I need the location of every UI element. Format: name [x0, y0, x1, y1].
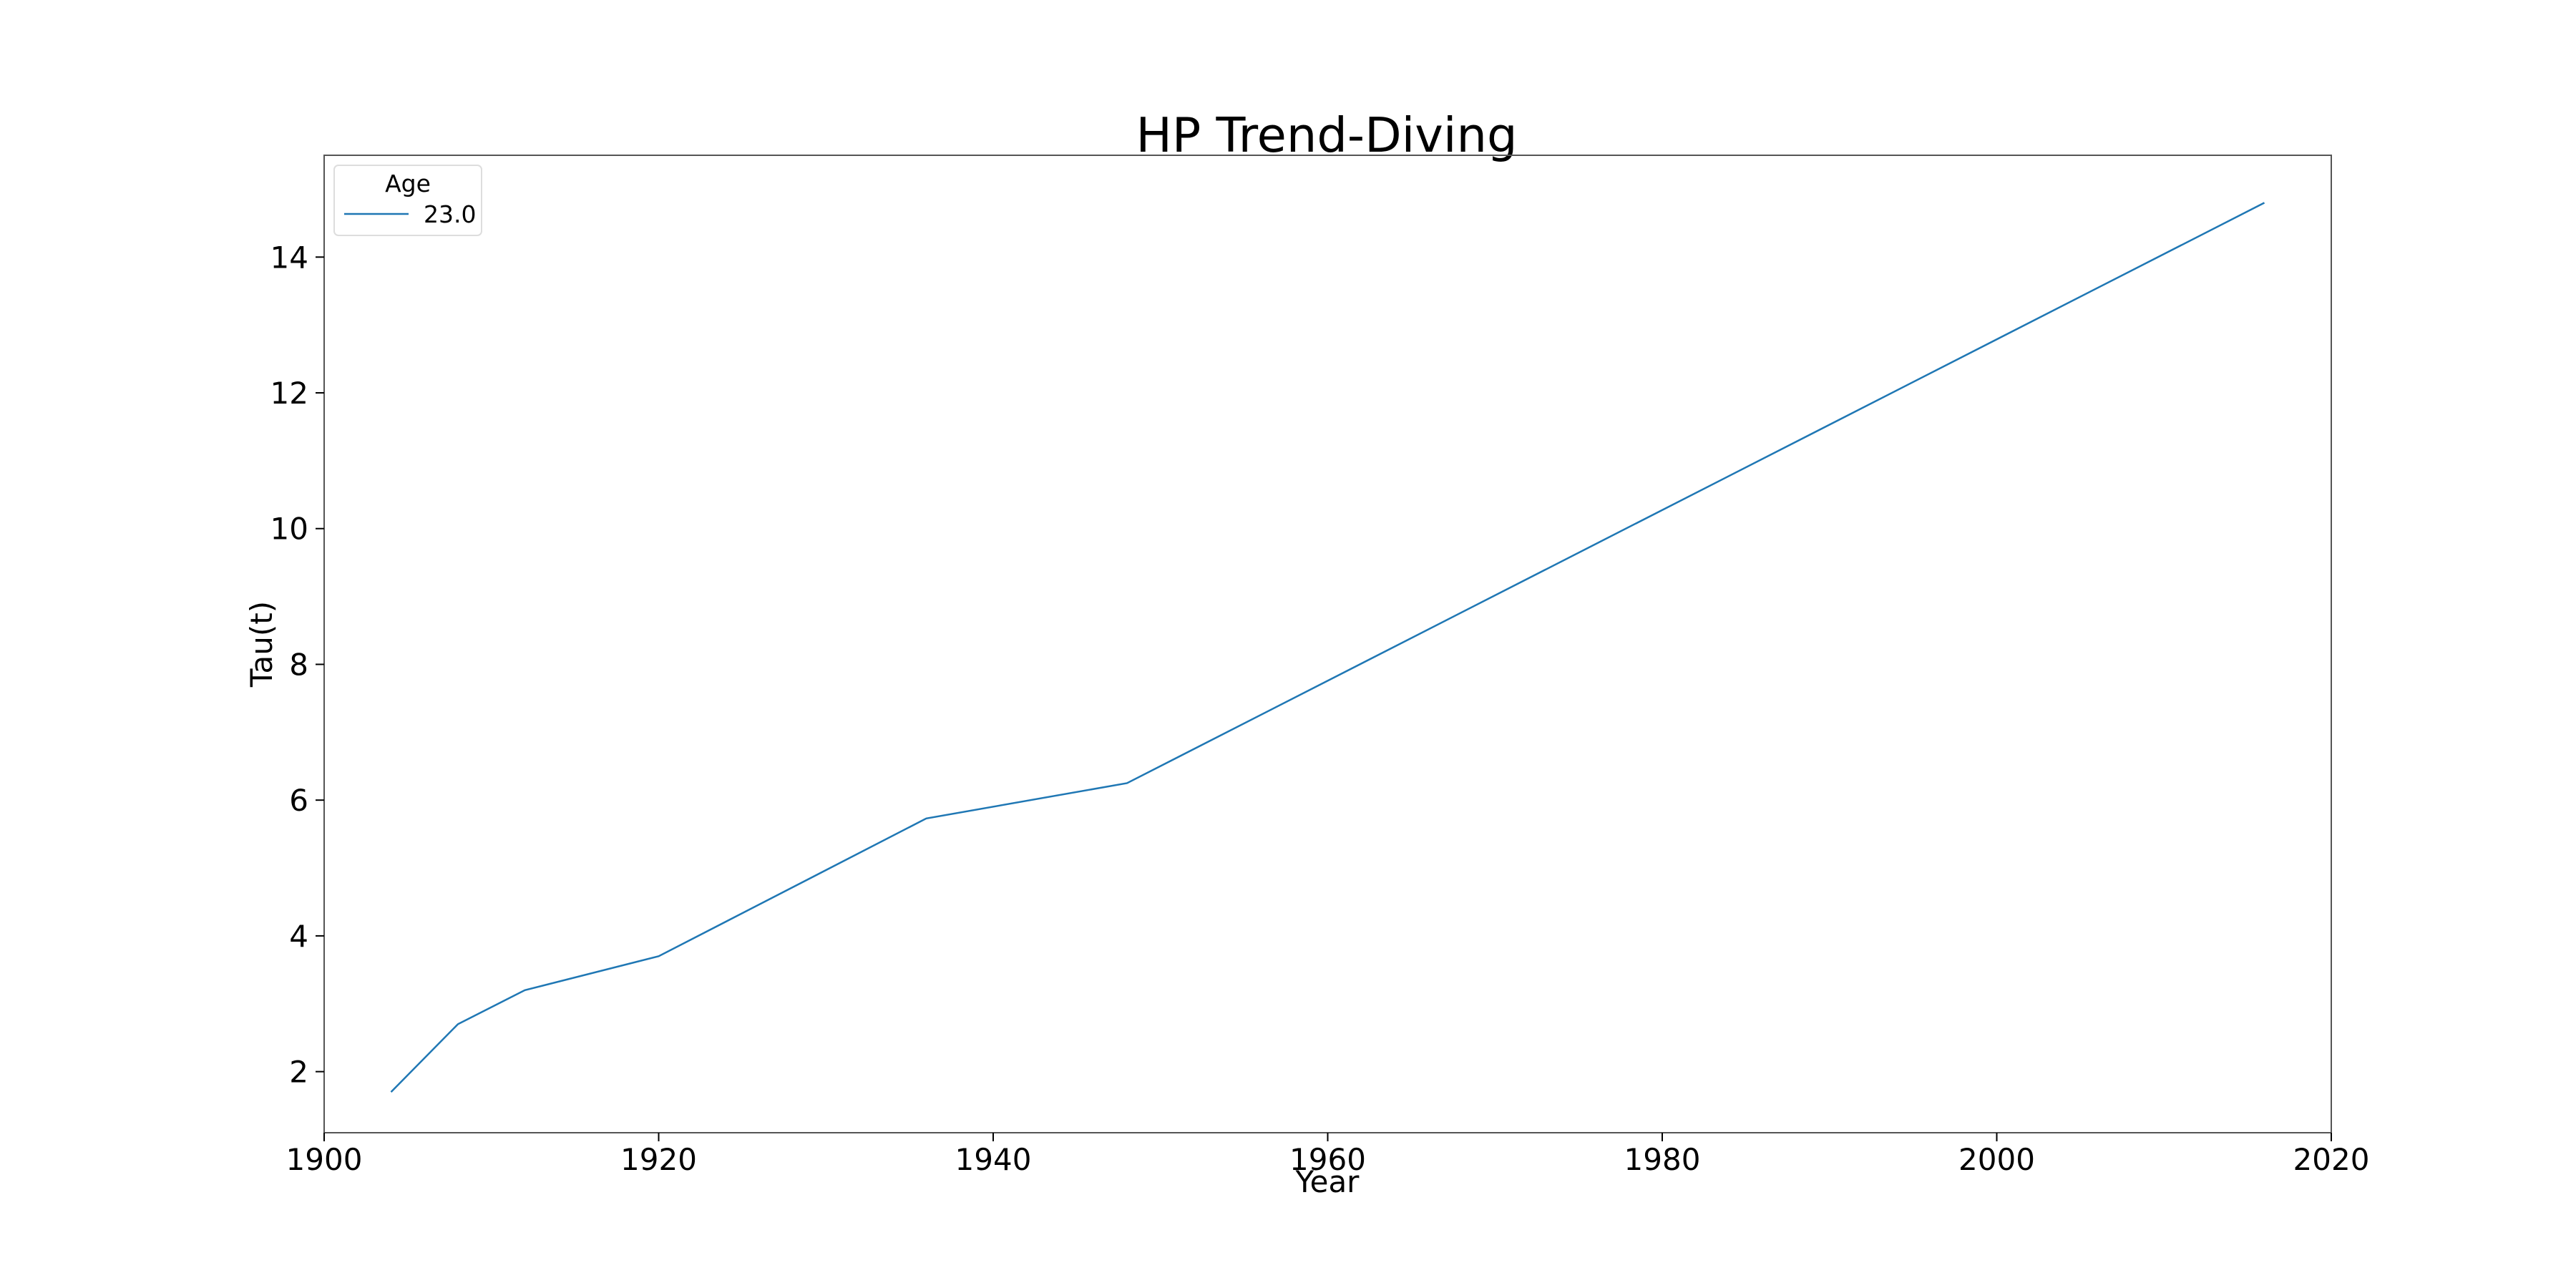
x-tick-label: 1920: [620, 1142, 697, 1177]
legend-box: [333, 165, 482, 236]
legend-label: 23.0: [424, 200, 476, 228]
x-tick-label: 1960: [1289, 1142, 1366, 1177]
y-tick-label: 12: [270, 376, 308, 411]
legend-entries: 23.0: [344, 200, 476, 228]
y-tick-label: 2: [289, 1055, 308, 1090]
y-tick-label: 14: [270, 240, 308, 275]
x-axis: 1900 1920 1940 1960 1980 2000 2020: [286, 1133, 2370, 1177]
x-tick-label: 2000: [1958, 1142, 2035, 1177]
y-tick-label: 10: [270, 512, 308, 547]
legend: Age 23.0: [333, 165, 482, 236]
x-axis-label: Year: [1295, 1164, 1360, 1199]
x-tick-label: 1940: [955, 1142, 1032, 1177]
series-line-0: [390, 202, 2265, 1093]
y-axis: 2 4 6 8 10 12 14: [270, 240, 324, 1090]
legend-title: Age: [385, 170, 431, 197]
x-tick-label: 2020: [2293, 1142, 2370, 1177]
y-tick-label: 6: [289, 783, 308, 818]
x-tick-label: 1900: [286, 1142, 363, 1177]
y-tick-label: 8: [289, 647, 308, 682]
chart-title: HP Trend-Diving: [1136, 107, 1517, 163]
y-tick-label: 4: [289, 919, 308, 954]
y-axis-label: Tau(t): [244, 601, 279, 688]
x-tick-label: 1980: [1624, 1142, 1701, 1177]
series-lines: [390, 202, 2265, 1093]
